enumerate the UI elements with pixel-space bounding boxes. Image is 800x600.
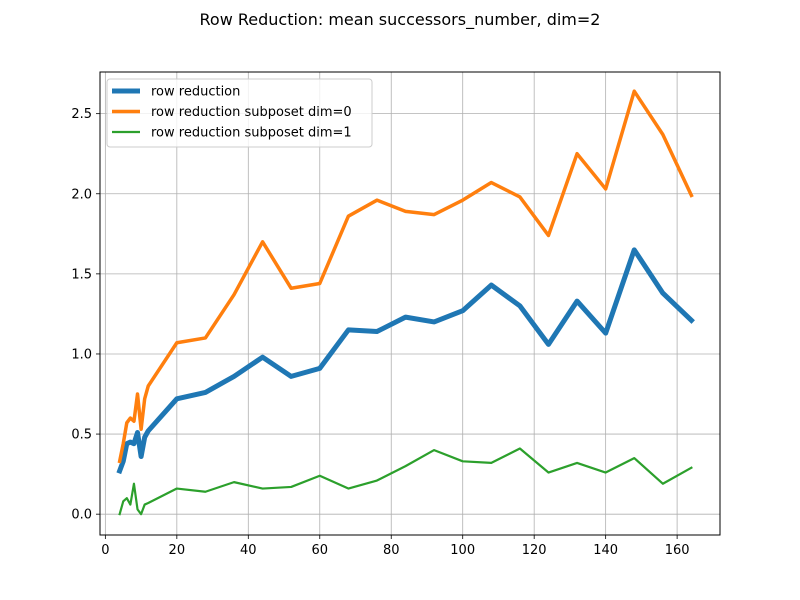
x-tick-label: 40: [240, 543, 257, 558]
y-tick-label: 0.5: [71, 428, 92, 443]
x-tick-label: 160: [665, 543, 690, 558]
x-tick-label: 80: [383, 543, 400, 558]
legend-label-2: row reduction subposet dim=0: [151, 105, 352, 120]
series-layer: [116, 89, 695, 516]
series-line-2: [117, 89, 694, 464]
series-line-3: [118, 447, 693, 516]
legend-label-3: row reduction subposet dim=1: [151, 126, 352, 141]
x-tick-label: 60: [311, 543, 328, 558]
series-line-1: [116, 247, 695, 475]
y-tick-label: 2.0: [71, 187, 92, 202]
y-tick-label: 2.5: [71, 107, 92, 122]
x-axis: 0 20 40 60 80 100 120 140 160: [101, 535, 690, 558]
chart-title: Row Reduction: mean successors_number, d…: [200, 10, 601, 30]
x-tick-label: 100: [450, 543, 475, 558]
legend-label-1: row reduction: [151, 85, 240, 100]
x-tick-label: 20: [169, 543, 186, 558]
x-tick-label: 0: [101, 543, 109, 558]
plot-frame: [99, 71, 721, 536]
grid: [100, 72, 720, 535]
x-tick-label: 140: [593, 543, 618, 558]
legend: row reduction row reduction subposet dim=…: [106, 78, 373, 148]
y-axis: 0.0 0.5 1.0 1.5 2.0 2.5: [71, 107, 100, 523]
x-tick-label: 120: [522, 543, 547, 558]
y-tick-label: 0.0: [71, 508, 92, 523]
y-tick-label: 1.0: [71, 347, 92, 362]
legend-box: [106, 78, 373, 148]
y-tick-label: 1.5: [71, 267, 92, 282]
